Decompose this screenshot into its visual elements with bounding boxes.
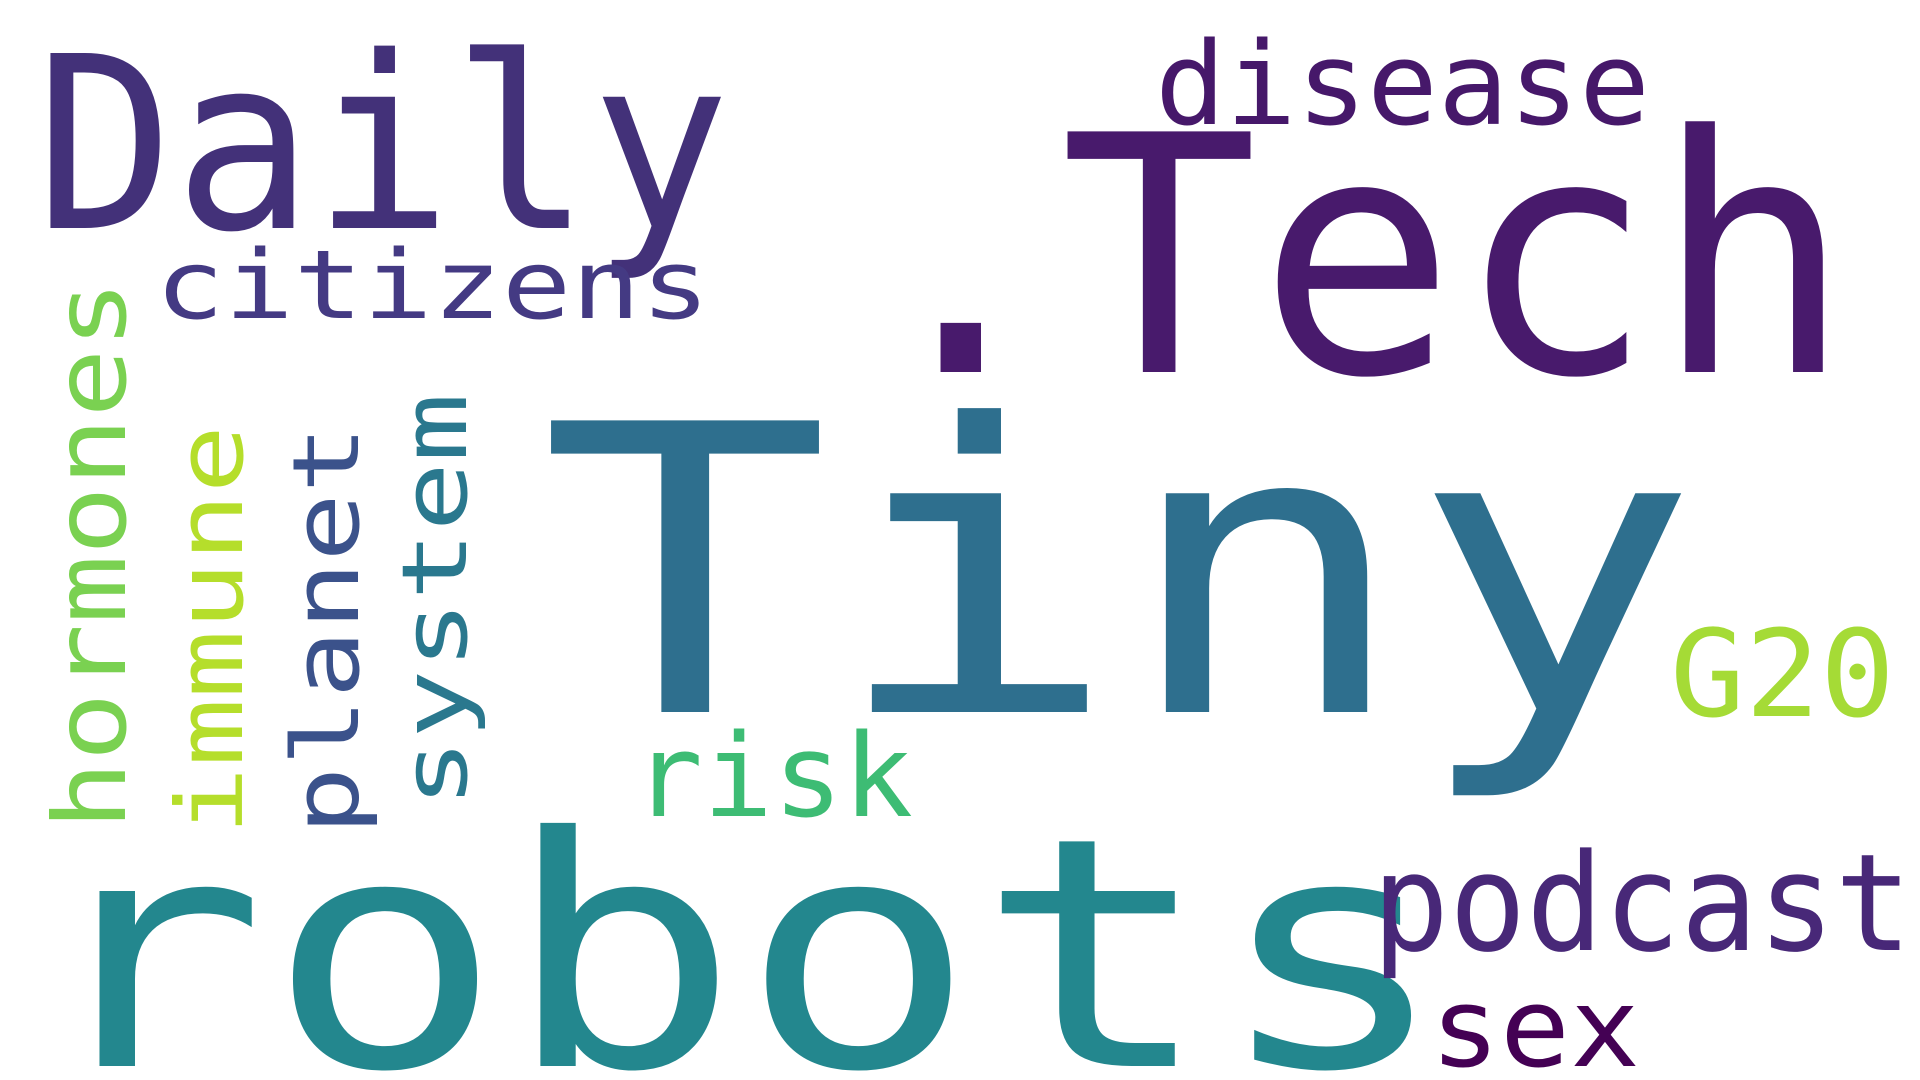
word-sex: sex xyxy=(1430,964,1640,1080)
word-tech: .Tech xyxy=(862,66,1852,450)
word-disease: disease xyxy=(1155,18,1650,152)
word-system: system xyxy=(383,393,488,808)
word-hormones: hormones xyxy=(32,280,149,830)
word-planet: planet xyxy=(273,425,380,835)
word-robots: robots xyxy=(30,770,1450,1080)
word-g20: G20 xyxy=(1670,606,1895,745)
word-tiny: Tiny xyxy=(540,342,1700,807)
word-citizens: citizens xyxy=(155,231,710,341)
word-immune: immune xyxy=(157,425,264,835)
word-podcast: podcast xyxy=(1372,825,1912,982)
word-risk: risk xyxy=(633,710,913,844)
word-daily: Daily xyxy=(35,5,730,285)
